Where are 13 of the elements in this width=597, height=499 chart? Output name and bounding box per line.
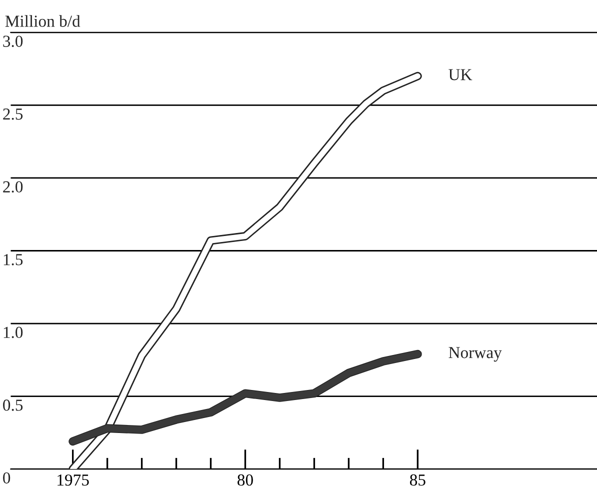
y-axis-title: Million b/d (5, 15, 80, 27)
x-tick-label: 85 (410, 474, 426, 486)
y-tick-label: 1.0 (4, 326, 23, 338)
y-tick-label: 2.5 (3, 108, 23, 120)
x-tick-label: 1975 (58, 474, 89, 486)
series-label: UK (448, 69, 472, 80)
y-tick-label: 1.5 (4, 254, 23, 266)
y-tick-label: 0.5 (3, 400, 23, 411)
series-label: Norway (448, 347, 502, 362)
x-tick-label: 80 (238, 474, 253, 486)
y-tick-label: 2.0 (3, 181, 23, 193)
y-tick-label: 3.0 (3, 36, 23, 48)
y-tick-label: 0 (3, 472, 10, 484)
